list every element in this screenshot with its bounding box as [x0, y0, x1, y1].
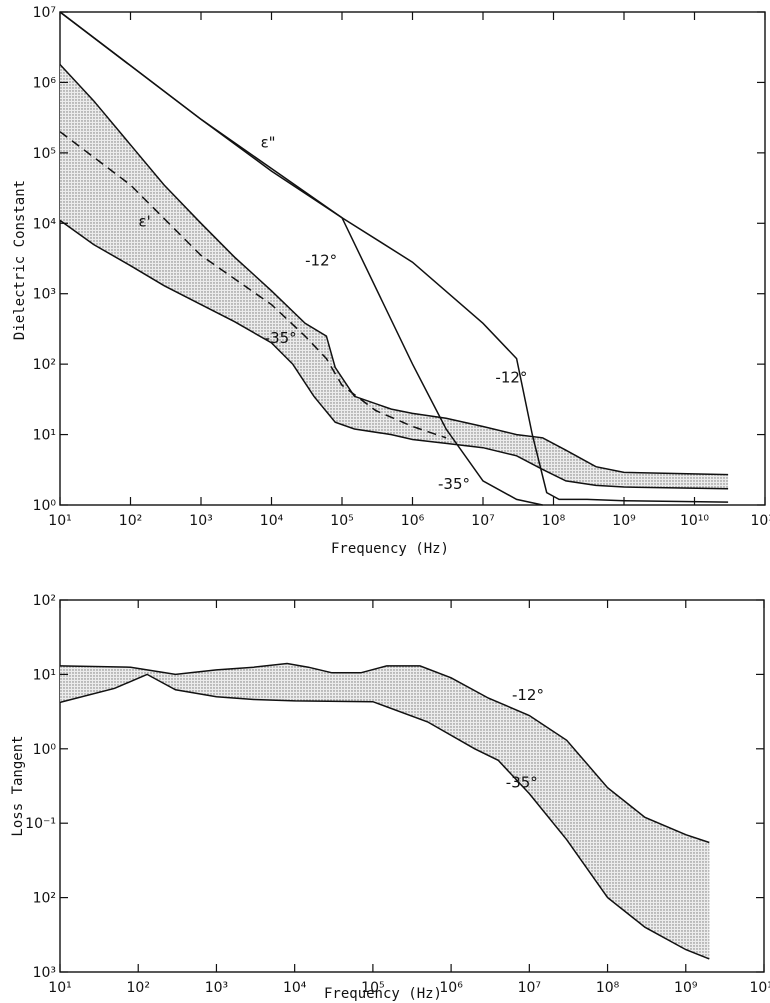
band-area-0: [60, 64, 729, 489]
annotation-label-1: ε': [139, 213, 151, 231]
x-tick-label: 10²: [127, 980, 150, 996]
x-tick-label: 10¹: [48, 513, 71, 529]
x-axis-title: Frequency (Hz): [331, 541, 449, 557]
annotation-label-3: -35°: [265, 329, 297, 347]
band-area-0: [60, 663, 710, 959]
x-tick-label: 10⁵: [330, 513, 353, 529]
y-axis-title: Dielectric Constant: [12, 180, 28, 340]
x-tick-label: 10⁸: [542, 513, 566, 529]
y-tick-label: 10¹: [33, 667, 56, 683]
band-lower-line: [59, 673, 710, 960]
x-tick-label: 10²: [119, 513, 142, 529]
band-upper-line: [59, 63, 729, 476]
y-tick-labels: 10⁰ 10¹ 10² 10³ 10⁴ 10⁵ 10⁶ 10⁷: [33, 5, 57, 514]
x-tick-label: 10³: [205, 980, 228, 996]
annotation-label-0: -12°: [512, 686, 544, 704]
series-line-1: [59, 11, 543, 506]
dielectric-constant-chart: 10¹10²10³10⁴10⁵10⁶10⁷10⁸10⁹10¹⁰10¹¹ 10⁰1…: [12, 5, 770, 557]
y-tick-label: 10³: [33, 965, 56, 981]
annotation-label-4: -12°: [495, 368, 527, 386]
band-median-dashed-line: [59, 131, 447, 439]
line-layer: [59, 11, 729, 506]
annotation-label-1: -35°: [506, 774, 538, 792]
x-tick-label: 10⁷: [518, 980, 541, 996]
y-axis-title: Loss Tangent: [10, 735, 26, 836]
tick-layer: [59, 11, 766, 506]
x-tick-label: 10⁹: [612, 513, 636, 529]
x-tick-label: 10⁶: [401, 513, 425, 529]
x-tick-label: 10⁹: [674, 980, 698, 996]
plot-frame: [59, 599, 765, 973]
y-tick-label: 10⁷: [33, 5, 56, 21]
x-tick-label: 10⁴: [283, 980, 307, 996]
y-tick-label: 10³: [33, 287, 56, 303]
y-tick-label: 10²: [33, 357, 56, 373]
annotation-layer: -12° -35°: [506, 686, 544, 792]
annotation-label-5: -35°: [438, 475, 470, 493]
band-layer: [60, 64, 729, 489]
band-layer: [60, 663, 710, 959]
x-tick-label: 10⁴: [260, 513, 284, 529]
x-tick-label: 10¹⁰: [680, 513, 709, 529]
x-tick-label: 10⁵: [361, 980, 384, 996]
x-tick-label: 10⁶: [439, 980, 463, 996]
band-lower-line: [59, 219, 729, 490]
band-upper-line: [59, 662, 710, 844]
x-tick-label: 10¹⁰: [749, 980, 770, 996]
y-tick-label: 10⁰: [33, 498, 57, 514]
line-layer: [59, 662, 710, 960]
y-tick-label: 10⁰: [33, 742, 57, 758]
x-axis-title: Frequency (Hz): [324, 986, 442, 1002]
x-tick-label: 10⁷: [471, 513, 494, 529]
y-tick-label: 10⁶: [33, 75, 57, 91]
y-tick-label: 10⁴: [33, 216, 57, 232]
y-tick-label: 10⁵: [33, 146, 56, 162]
y-tick-label: 10²: [33, 593, 56, 609]
annotation-label-2: -12°: [305, 252, 337, 270]
x-tick-label: 10³: [189, 513, 212, 529]
x-tick-label: 10⁸: [596, 980, 620, 996]
x-tick-labels: 10¹ 10² 10³ 10⁴ 10⁵ 10⁶ 10⁷ 10⁸ 10⁹ 10¹⁰: [48, 980, 770, 996]
y-tick-label: 10¹: [33, 428, 56, 444]
y-tick-labels: 10³ 10² 10⁻¹ 10⁰ 10¹ 10²: [25, 593, 56, 981]
y-tick-label: 10⁻¹: [25, 816, 56, 832]
x-tick-label: 10¹: [48, 980, 71, 996]
annotation-layer: ε" ε' -12° -35° -12° -35°: [139, 133, 528, 492]
tick-layer: [59, 599, 765, 973]
annotation-label-0: ε": [261, 133, 276, 151]
y-tick-label: 10²: [33, 891, 56, 907]
